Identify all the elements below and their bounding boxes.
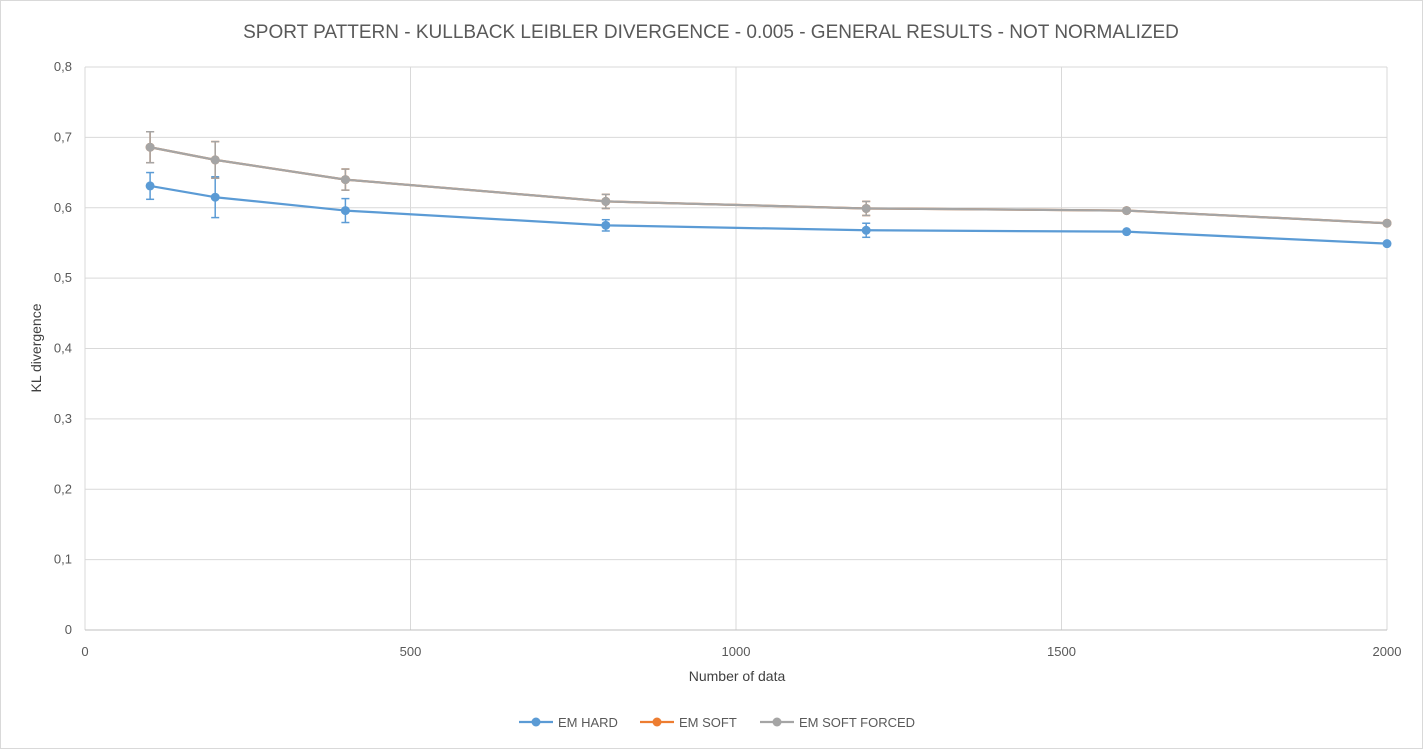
gridlines [84, 66, 1388, 631]
y-tick-label: 0,5 [54, 270, 72, 285]
legend-item: EM SOFT [640, 715, 737, 730]
data-point [601, 220, 611, 230]
legend-item: EM HARD [519, 715, 618, 730]
y-tick-label: 0,2 [54, 481, 72, 496]
data-point [145, 181, 155, 191]
legend-swatch-marker [652, 717, 662, 727]
data-point [861, 203, 871, 213]
chart-title: SPORT PATTERN - KULLBACK LEIBLER DIVERGE… [243, 22, 1179, 43]
series-line [149, 146, 1388, 225]
data-point [340, 175, 350, 185]
x-tick-label: 1000 [722, 644, 751, 659]
y-tick-label: 0,4 [54, 341, 72, 356]
legend-swatch-marker [772, 717, 782, 727]
legend-label: EM SOFT FORCED [799, 715, 915, 730]
legend-label: EM SOFT [679, 715, 737, 730]
series-lines [145, 130, 1392, 249]
data-point [601, 196, 611, 206]
y-tick-label: 0,8 [54, 59, 72, 74]
legend-swatch-marker [531, 717, 541, 727]
x-tick-label: 2000 [1373, 644, 1402, 659]
x-tick-label: 0 [81, 644, 88, 659]
series-em-hard [145, 171, 1392, 249]
x-tick-label: 500 [400, 644, 422, 659]
series-em-soft-forced [145, 130, 1392, 228]
data-point [1122, 227, 1132, 237]
legend-item: EM SOFT FORCED [760, 715, 915, 730]
data-point [861, 225, 871, 235]
y-tick-label: 0 [65, 622, 72, 637]
x-axis-label: Number of data [689, 668, 786, 684]
data-point [1382, 239, 1392, 249]
y-tick-label: 0,3 [54, 411, 72, 426]
x-axis-ticks: 0 500 1000 1500 2000 [81, 644, 1401, 659]
series-line [149, 146, 1388, 225]
y-tick-label: 0,7 [54, 129, 72, 144]
data-point [340, 206, 350, 216]
y-tick-label: 0,1 [54, 552, 72, 567]
data-point [210, 192, 220, 202]
y-axis-ticks: 0 0,1 0,2 0,3 0,4 0,5 0,6 0,7 0,8 [54, 59, 72, 637]
y-tick-label: 0,6 [54, 200, 72, 215]
data-point [1382, 218, 1392, 228]
data-point [1122, 206, 1132, 216]
data-point [145, 142, 155, 152]
x-tick-label: 1500 [1047, 644, 1076, 659]
y-axis-label: KL divergence [28, 303, 44, 392]
legend-label: EM HARD [558, 715, 618, 730]
legend: EM HARD EM SOFT EM SOFT FORCED [519, 715, 915, 730]
data-point [210, 155, 220, 165]
